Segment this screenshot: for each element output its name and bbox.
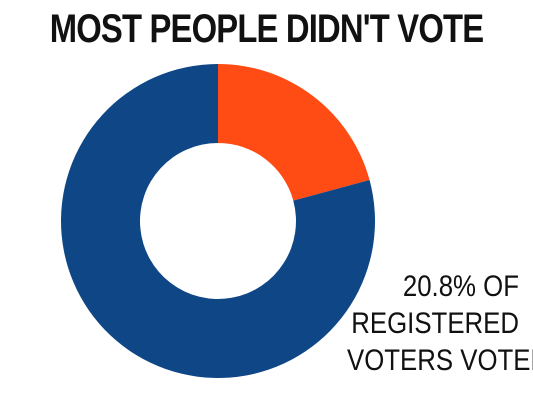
slice-did-not-vote — [60, 64, 375, 379]
annotation-line: VOTERS VOTED — [347, 344, 533, 377]
slice-voted — [218, 64, 370, 201]
annotation-line: 20.8% OF — [402, 270, 519, 303]
annotation-line: REGISTERED — [351, 307, 519, 340]
chart-title: MOST PEOPLE DIDN'T VOTE — [49, 7, 484, 51]
chart-annotation: 20.8% OF REGISTERED VOTERS VOTED — [347, 268, 533, 379]
